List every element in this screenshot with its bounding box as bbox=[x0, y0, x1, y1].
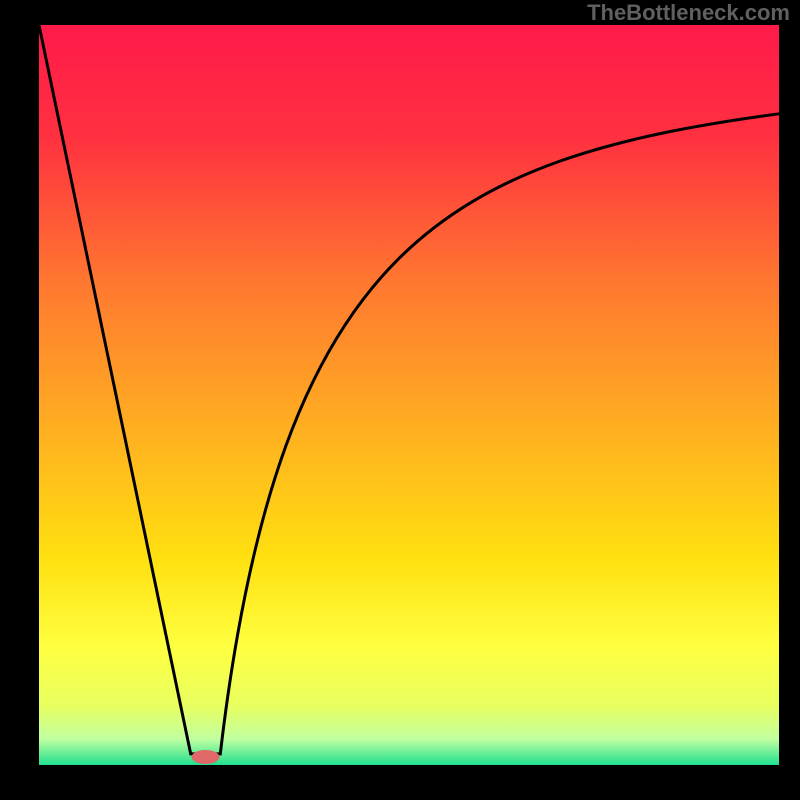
chart-svg: TheBottleneck.com bbox=[0, 0, 800, 800]
chart-plot-area bbox=[39, 25, 779, 765]
bottleneck-chart: TheBottleneck.com bbox=[0, 0, 800, 800]
optimal-marker bbox=[192, 750, 220, 764]
attribution-text: TheBottleneck.com bbox=[587, 0, 790, 25]
